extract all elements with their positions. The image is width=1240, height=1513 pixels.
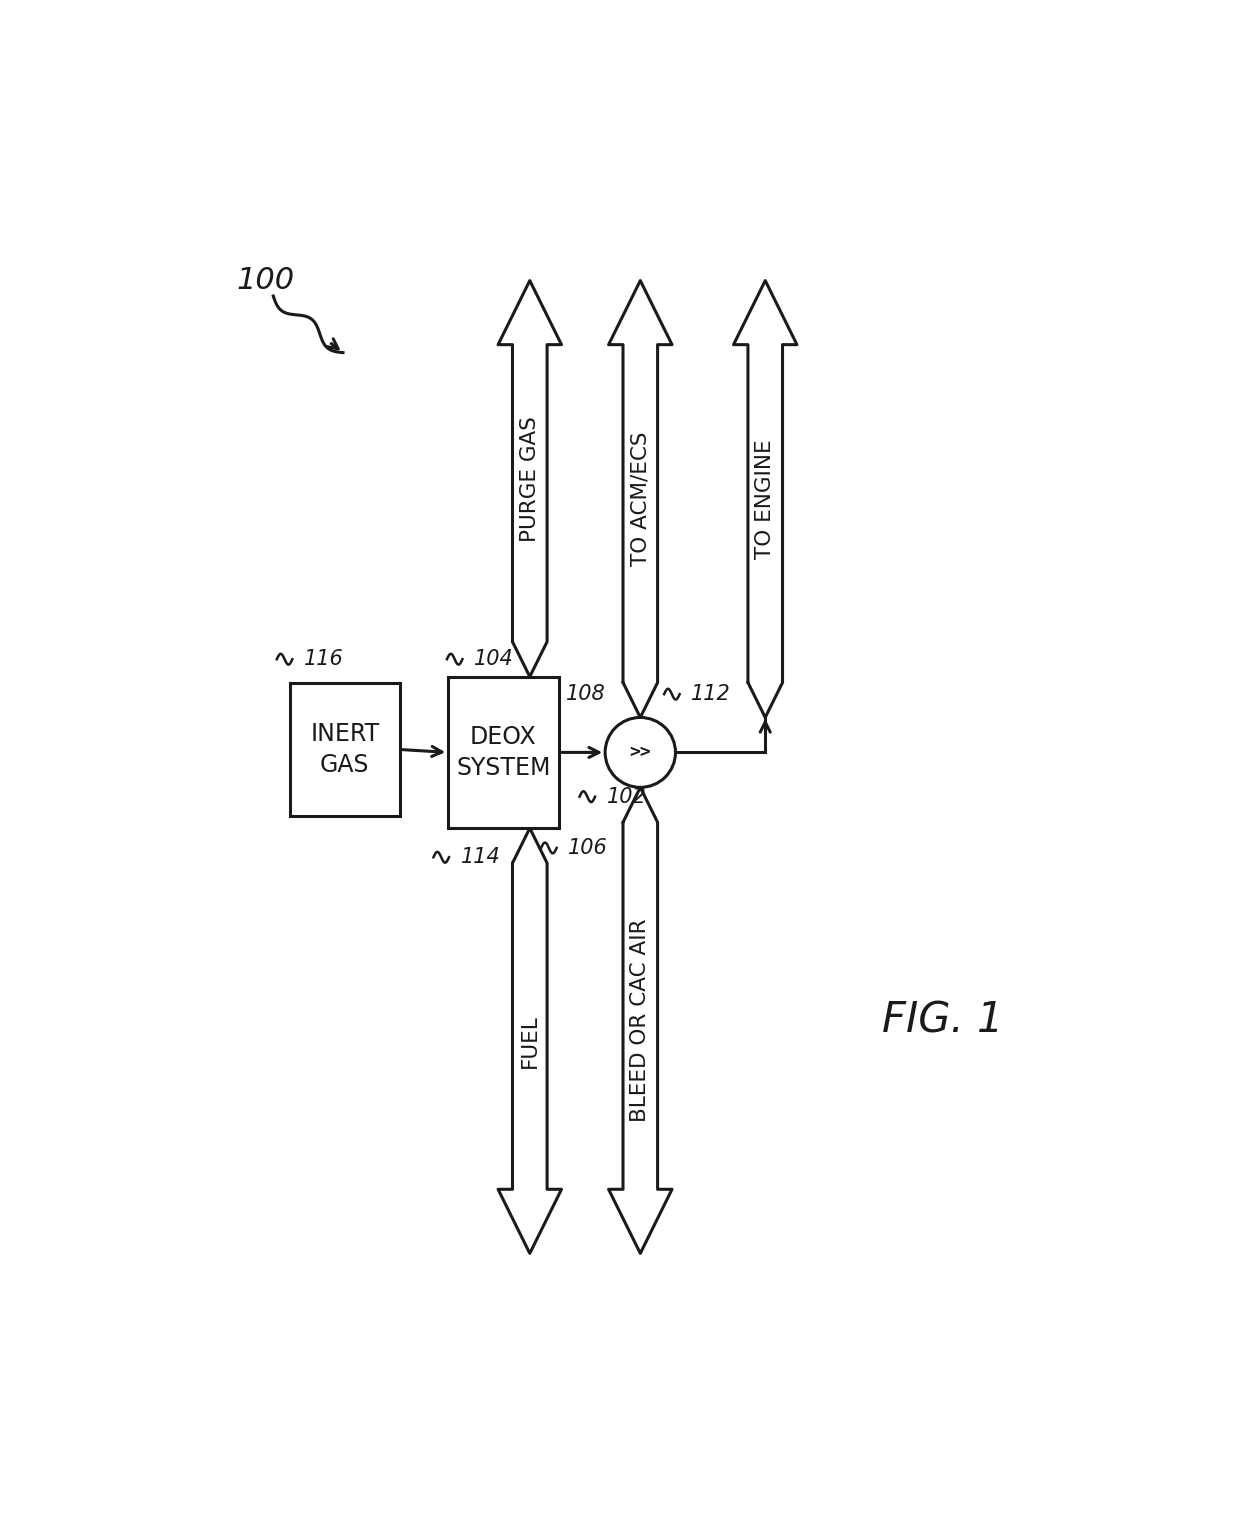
Circle shape [605, 717, 676, 787]
Text: TO ENGINE: TO ENGINE [755, 439, 775, 558]
Text: 116: 116 [304, 649, 343, 669]
Text: INERT
GAS: INERT GAS [310, 722, 379, 778]
Text: >>: >> [630, 743, 651, 761]
Text: FUEL: FUEL [520, 1014, 539, 1068]
Text: 108: 108 [567, 684, 606, 704]
Text: 112: 112 [691, 684, 732, 704]
Text: 114: 114 [460, 847, 501, 867]
Text: 106: 106 [568, 838, 608, 858]
Text: PURGE GAS: PURGE GAS [520, 416, 539, 542]
Text: TO ACM/ECS: TO ACM/ECS [630, 431, 650, 566]
Text: 104: 104 [474, 649, 513, 669]
Text: 102: 102 [606, 787, 646, 806]
Text: BLEED OR CAC AIR: BLEED OR CAC AIR [630, 918, 650, 1123]
Bar [290, 682, 401, 817]
Text: 100: 100 [237, 266, 295, 295]
Text: DEOX
SYSTEM: DEOX SYSTEM [456, 725, 551, 781]
Text: FIG. 1: FIG. 1 [883, 1000, 1003, 1041]
Bar [448, 676, 558, 828]
